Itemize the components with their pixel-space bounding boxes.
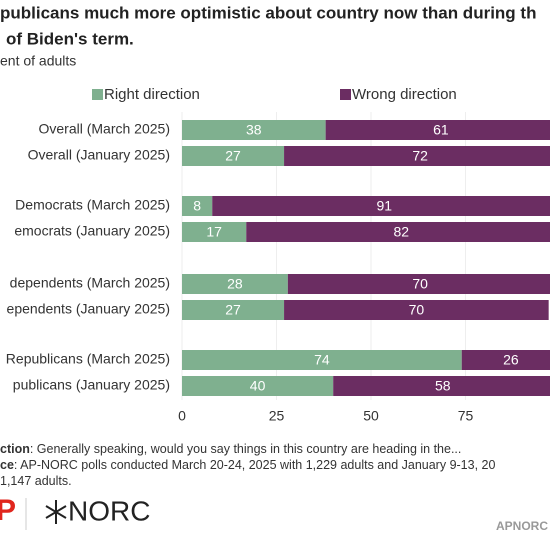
bar-segment — [182, 300, 285, 320]
x-tick-label: 25 — [269, 408, 285, 424]
y-tick-label: ependents (January 2025) — [7, 301, 170, 317]
bar-segment — [325, 120, 550, 140]
value-label: 26 — [503, 352, 519, 368]
x-tick-label: 50 — [363, 408, 379, 424]
bar-segment — [333, 376, 550, 396]
note-text: : Generally speaking, would you say thin… — [30, 442, 462, 456]
bar-segment — [182, 274, 288, 294]
bar-segment — [284, 300, 549, 320]
bar-segment — [182, 196, 213, 216]
value-label: 91 — [376, 198, 392, 214]
logo-norc: NORC — [68, 495, 150, 526]
note-bold: ction — [0, 442, 30, 456]
y-tick-label: Overall (January 2025) — [28, 147, 170, 163]
bar-segment — [246, 222, 550, 242]
value-label: 70 — [412, 276, 428, 292]
note-text: : AP-NORC polls conducted March 20-24, 2… — [14, 458, 496, 472]
bar-segment — [212, 196, 550, 216]
bar-segment — [461, 350, 550, 370]
value-label: 58 — [435, 378, 451, 394]
value-label: 27 — [225, 148, 241, 164]
value-label: 82 — [393, 224, 409, 240]
note-bold: ce — [0, 458, 14, 472]
chart-title: of Biden's term. — [6, 29, 134, 48]
value-label: 72 — [412, 148, 428, 164]
value-label: 17 — [206, 224, 222, 240]
logo-ap: P — [0, 494, 16, 527]
bar-segment — [182, 120, 326, 140]
y-tick-label: publicans (January 2025) — [13, 377, 170, 393]
y-tick-label: Overall (March 2025) — [39, 121, 171, 137]
y-tick-label: emocrats (January 2025) — [14, 223, 170, 239]
chart-title: publicans much more optimistic about cou… — [0, 3, 536, 22]
y-tick-label: dependents (March 2025) — [10, 275, 170, 291]
legend-label: Right direction — [104, 86, 200, 103]
logo-star — [45, 500, 67, 524]
value-label: 28 — [227, 276, 243, 292]
y-tick-label: Republicans (March 2025) — [6, 351, 170, 367]
note-text: 1,147 adults. — [0, 474, 72, 488]
bar-segment — [284, 146, 550, 166]
footer: APNORC — [496, 519, 548, 533]
note: 1,147 adults. — [0, 474, 72, 488]
x-tick-label: 75 — [458, 408, 474, 424]
bar-segment — [182, 350, 462, 370]
value-label: 40 — [250, 378, 266, 394]
bar-segment — [182, 222, 247, 242]
value-label: 74 — [314, 352, 330, 368]
value-label: 27 — [225, 302, 241, 318]
bar-segment — [182, 376, 334, 396]
note: ce: AP-NORC polls conducted March 20-24,… — [0, 458, 495, 472]
bar-segment — [287, 274, 550, 294]
subtitle: ent of adults — [0, 53, 76, 69]
value-label: 38 — [246, 122, 262, 138]
x-tick-label: 0 — [178, 408, 186, 424]
value-label: 61 — [433, 122, 449, 138]
legend-swatch — [340, 89, 351, 100]
value-label: 70 — [409, 302, 425, 318]
bar-segment — [182, 146, 285, 166]
note: ction: Generally speaking, would you say… — [0, 442, 461, 456]
legend-label: Wrong direction — [352, 86, 457, 103]
legend-swatch — [92, 89, 103, 100]
y-tick-label: Democrats (March 2025) — [15, 197, 170, 213]
value-label: 8 — [193, 198, 201, 214]
